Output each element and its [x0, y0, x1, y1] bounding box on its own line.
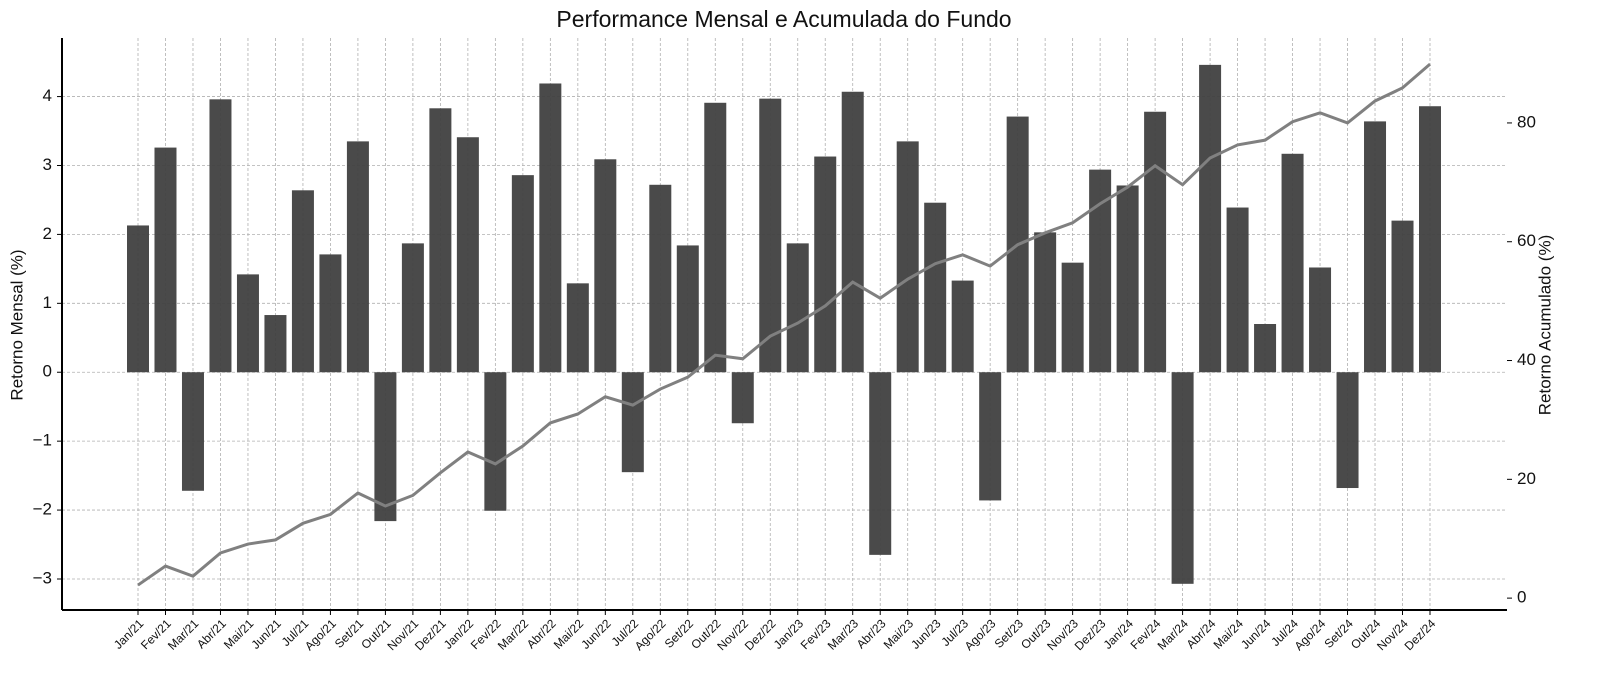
bar [1391, 220, 1414, 373]
bar [704, 102, 727, 373]
bar [1309, 267, 1332, 373]
bar [429, 108, 452, 373]
x-tick-label: Ago/21 [302, 616, 339, 653]
x-tick-label: Mai/23 [881, 616, 917, 652]
x-tick-label: Mar/21 [165, 616, 202, 653]
x-tick-label: Dez/24 [1402, 616, 1439, 653]
bar [319, 254, 342, 373]
y2-tick-label: 80 [1517, 112, 1536, 131]
bar [814, 156, 837, 373]
bar [1061, 262, 1084, 373]
y-tick-label: 2 [43, 224, 52, 243]
bar [264, 315, 287, 373]
y2-tick-label: 20 [1517, 469, 1536, 488]
bar [621, 372, 644, 473]
bar [1116, 185, 1139, 373]
bar [676, 245, 699, 373]
x-tick-label: Ago/23 [962, 616, 999, 653]
y-tick-label: −2 [33, 500, 52, 519]
bar [951, 280, 974, 373]
x-tick-label: Mar/24 [1155, 616, 1192, 653]
bar [291, 190, 314, 373]
x-tick-label: Jun/24 [1238, 616, 1274, 652]
y2-tick-label: 60 [1517, 231, 1536, 250]
bar [539, 83, 562, 373]
bar [1144, 111, 1167, 373]
bar [1254, 324, 1277, 373]
cumulative-line [137, 63, 1431, 587]
x-tick-label: Mai/22 [551, 616, 587, 652]
bar [346, 141, 369, 373]
x-tick-label: Ago/24 [1292, 616, 1329, 653]
bar [401, 243, 424, 373]
bar [649, 184, 672, 373]
x-tick-label: Jun/23 [908, 616, 944, 652]
bar [1171, 372, 1194, 584]
bar [209, 99, 232, 373]
y-axis-label: Retorno Mensal (%) [7, 249, 26, 400]
bar [511, 175, 534, 373]
x-tick-label: Mai/24 [1211, 616, 1247, 652]
bar [1281, 153, 1304, 373]
bar [1199, 64, 1222, 373]
chart-title: Performance Mensal e Acumulada do Fundo [556, 6, 1011, 32]
x-tick-label: Dez/21 [412, 616, 449, 653]
bar [456, 137, 479, 373]
x-tick-label: Mar/23 [825, 616, 862, 653]
bar [759, 98, 782, 373]
bar [896, 141, 919, 373]
y-tick-label: 3 [43, 155, 52, 174]
y-tick-label: 4 [43, 86, 52, 105]
bar [236, 274, 259, 373]
x-tick-label: Jun/21 [248, 616, 284, 652]
y2-axis-label: Retorno Acumulado (%) [1535, 235, 1554, 415]
x-tick-label: Jun/22 [578, 616, 614, 652]
bar [924, 202, 947, 373]
x-tick-label: Ago/22 [632, 616, 669, 653]
x-tick-label: Dez/23 [1072, 616, 1109, 653]
bar [1089, 169, 1112, 373]
bar [154, 147, 177, 373]
bar [566, 283, 589, 373]
bar [127, 225, 149, 373]
bar [1226, 207, 1249, 373]
y2-tick-label: 0 [1517, 588, 1526, 607]
bar [841, 91, 864, 373]
bar [869, 372, 892, 555]
bar [786, 243, 809, 373]
bar [1419, 106, 1441, 373]
y-tick-label: −1 [33, 431, 52, 450]
bar [181, 372, 204, 491]
bar [1034, 232, 1057, 373]
y2-tick-label: 40 [1517, 350, 1536, 369]
x-tick-label: Mar/22 [495, 616, 532, 653]
bar [594, 159, 617, 373]
bar [484, 372, 507, 511]
bar [1364, 121, 1387, 373]
bar [1336, 372, 1359, 489]
bar [731, 372, 754, 424]
x-tick-label: Mai/21 [221, 616, 257, 652]
bar [374, 372, 397, 522]
x-tick-label: Dez/22 [742, 616, 779, 653]
bar [979, 372, 1002, 501]
y-tick-label: 1 [43, 293, 52, 312]
y-tick-label: −3 [33, 568, 52, 587]
y-tick-label: 0 [43, 362, 52, 381]
